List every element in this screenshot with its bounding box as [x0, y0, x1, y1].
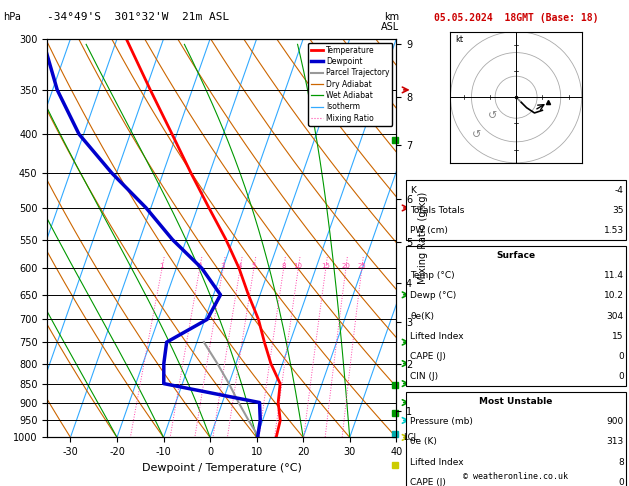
Text: 10.2: 10.2	[604, 292, 624, 300]
Text: Totals Totals: Totals Totals	[410, 206, 464, 215]
Text: -4: -4	[615, 186, 624, 194]
X-axis label: Dewpoint / Temperature (°C): Dewpoint / Temperature (°C)	[142, 463, 302, 473]
Text: 0: 0	[618, 478, 624, 486]
Text: 0: 0	[618, 352, 624, 361]
Text: 35: 35	[612, 206, 624, 215]
Text: 2: 2	[198, 263, 202, 269]
Text: 20: 20	[342, 263, 350, 269]
Text: θe (K): θe (K)	[410, 437, 437, 447]
Text: 25: 25	[357, 263, 366, 269]
Text: ASL: ASL	[381, 22, 399, 32]
Text: $\circlearrowleft$: $\circlearrowleft$	[469, 129, 481, 139]
Text: Most Unstable: Most Unstable	[479, 398, 552, 406]
Text: K: K	[410, 186, 416, 194]
Text: LCL: LCL	[403, 433, 418, 442]
Text: Temp (°C): Temp (°C)	[410, 271, 455, 280]
Text: Dewp (°C): Dewp (°C)	[410, 292, 457, 300]
Text: Lifted Index: Lifted Index	[410, 331, 464, 341]
Text: 900: 900	[606, 417, 624, 426]
Text: 4: 4	[238, 263, 242, 269]
Text: CIN (J): CIN (J)	[410, 372, 438, 381]
Text: 0: 0	[618, 372, 624, 381]
Text: CAPE (J): CAPE (J)	[410, 478, 446, 486]
Text: 8: 8	[281, 263, 286, 269]
Text: Surface: Surface	[496, 251, 535, 260]
Text: 313: 313	[606, 437, 624, 447]
Text: 1: 1	[160, 263, 164, 269]
Bar	[406, 180, 626, 240]
Text: 15: 15	[612, 331, 624, 341]
Text: Pressure (mb): Pressure (mb)	[410, 417, 473, 426]
Text: $\circlearrowleft$: $\circlearrowleft$	[484, 110, 497, 120]
Text: 15: 15	[321, 263, 330, 269]
Text: 11.4: 11.4	[604, 271, 624, 280]
Text: -34°49'S  301°32'W  21m ASL: -34°49'S 301°32'W 21m ASL	[47, 12, 230, 22]
Bar	[406, 246, 626, 386]
Bar	[406, 392, 626, 486]
Text: CAPE (J): CAPE (J)	[410, 352, 446, 361]
Text: 10: 10	[294, 263, 303, 269]
Text: 05.05.2024  18GMT (Base: 18): 05.05.2024 18GMT (Base: 18)	[433, 14, 598, 23]
Text: PW (cm): PW (cm)	[410, 226, 448, 235]
Text: Lifted Index: Lifted Index	[410, 457, 464, 467]
Text: 5: 5	[252, 263, 256, 269]
Y-axis label: Mixing Ratio (g/kg): Mixing Ratio (g/kg)	[418, 192, 428, 284]
Text: kt: kt	[456, 35, 464, 44]
Text: θe(K): θe(K)	[410, 312, 434, 320]
Legend: Temperature, Dewpoint, Parcel Trajectory, Dry Adiabat, Wet Adiabat, Isotherm, Mi: Temperature, Dewpoint, Parcel Trajectory…	[308, 43, 392, 125]
Text: 8: 8	[618, 457, 624, 467]
Text: © weatheronline.co.uk: © weatheronline.co.uk	[464, 472, 568, 481]
Text: 304: 304	[606, 312, 624, 320]
Text: 1.53: 1.53	[604, 226, 624, 235]
Text: hPa: hPa	[3, 12, 21, 22]
Text: km: km	[384, 12, 399, 22]
Text: 3: 3	[221, 263, 225, 269]
